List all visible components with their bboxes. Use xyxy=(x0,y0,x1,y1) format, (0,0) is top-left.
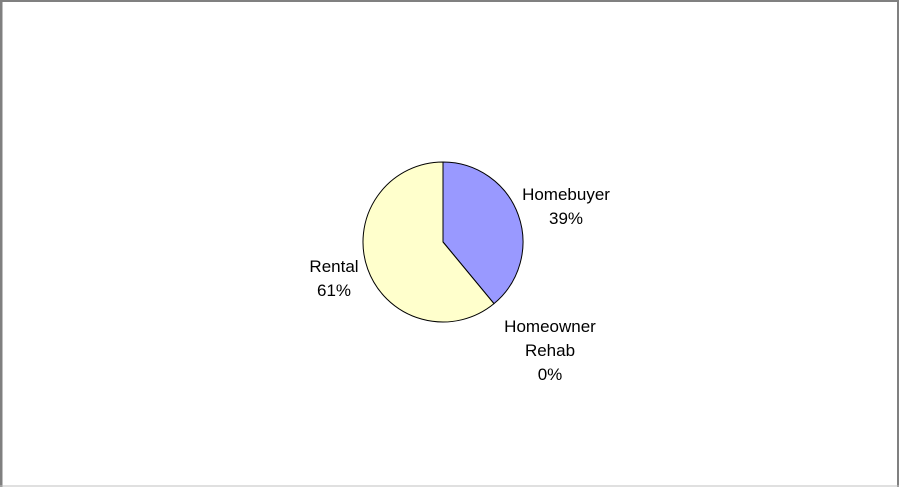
data-label-name: Rental xyxy=(309,257,358,276)
data-label-percent: 61% xyxy=(317,281,351,300)
data-label-percent: 0% xyxy=(538,365,563,384)
pie-slice-rental xyxy=(362,161,495,323)
data-label-homeowner-rehab: Homeowner Rehab 0% xyxy=(504,317,596,384)
data-label-name: Homeowner xyxy=(504,317,596,336)
pie-slices xyxy=(362,161,524,323)
pie-labels: Homebuyer 39% Homeowner Rehab 0% Rental 61% xyxy=(309,185,610,384)
data-label-name: Rehab xyxy=(525,341,575,360)
data-label-homebuyer: Homebuyer 39% xyxy=(522,185,610,228)
data-label-name: Homebuyer xyxy=(522,185,610,204)
pie-slice-homebuyer xyxy=(442,161,524,305)
data-label-rental: Rental 61% xyxy=(309,257,358,300)
data-label-percent: 39% xyxy=(549,209,583,228)
